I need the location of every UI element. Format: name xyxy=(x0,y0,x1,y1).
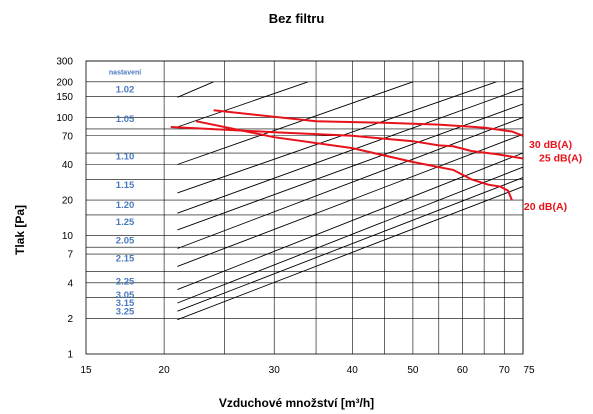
settings-label: 1.15 xyxy=(116,180,135,191)
settings-label: 1.20 xyxy=(116,200,135,211)
settings-line xyxy=(177,81,309,128)
x-tick-label: 70 xyxy=(499,365,511,376)
settings-line xyxy=(177,186,524,321)
settings-line xyxy=(177,87,524,214)
noise-curve-label: 25 dB(A) xyxy=(539,152,582,164)
settings-label: 3.15 xyxy=(116,298,135,309)
y-tick-label: 150 xyxy=(56,92,73,103)
y-tick-label: 300 xyxy=(56,57,73,68)
x-tick-label: 20 xyxy=(159,365,171,376)
settings-label: 1.02 xyxy=(116,84,135,95)
settings-line xyxy=(177,166,524,304)
labels: 1 2 4 7 10 20 40 70 100 150 200 300 15 20 30 40 50 60 70 75… xyxy=(56,57,582,377)
y-tick-label: 4 xyxy=(67,278,73,289)
x-tick-label: 50 xyxy=(407,365,419,376)
y-tick-label: 7 xyxy=(67,250,73,261)
noise-curve-label: 30 dB(A) xyxy=(529,139,572,151)
noise-curves xyxy=(170,109,524,201)
settings-label: 2.25 xyxy=(116,277,135,288)
y-tick-label: 1 xyxy=(67,350,73,361)
noise-curve-label: 20 dB(A) xyxy=(524,201,567,213)
x-tick-label: 75 xyxy=(523,365,535,376)
settings-line xyxy=(177,103,524,231)
x-axis-label: Vzduchové množství [m³/h] xyxy=(218,396,375,410)
settings-line xyxy=(177,81,497,194)
settings-label: 1.25 xyxy=(116,217,135,228)
y-tick-label: 100 xyxy=(56,113,73,124)
settings-label: 2.05 xyxy=(116,235,135,246)
noise-curve xyxy=(213,109,524,137)
settings-line xyxy=(177,177,524,312)
plot-frame xyxy=(85,60,524,355)
settings-label: 2.15 xyxy=(116,253,135,264)
x-tick-label: 60 xyxy=(457,365,469,376)
settings-line xyxy=(177,152,524,291)
x-tick-label: 15 xyxy=(80,365,92,376)
settings-label: 1.05 xyxy=(116,114,135,125)
chart-title: Bez filtru xyxy=(268,11,325,26)
y-tick-label: 40 xyxy=(62,160,74,171)
settings-label: 1.10 xyxy=(116,152,135,163)
grid xyxy=(85,60,524,355)
y-tick-label: 2 xyxy=(67,314,73,325)
y-tick-label: 200 xyxy=(56,77,73,88)
settings-line xyxy=(177,81,414,165)
noise-curve xyxy=(195,120,513,201)
settings-label: 3.25 xyxy=(116,307,135,318)
x-tick-label: 40 xyxy=(347,365,359,376)
settings-line xyxy=(177,133,524,267)
settings-lines xyxy=(177,81,524,321)
settings-line xyxy=(177,116,524,249)
y-tick-label: 20 xyxy=(62,196,74,207)
noise-curve xyxy=(170,126,524,160)
x-tick-label: 30 xyxy=(269,365,281,376)
settings-line xyxy=(177,81,214,98)
settings-header: nastavení xyxy=(109,70,142,77)
y-tick-label: 70 xyxy=(62,131,74,142)
y-tick-label: 10 xyxy=(62,231,74,242)
settings-label: 3.05 xyxy=(116,290,135,301)
